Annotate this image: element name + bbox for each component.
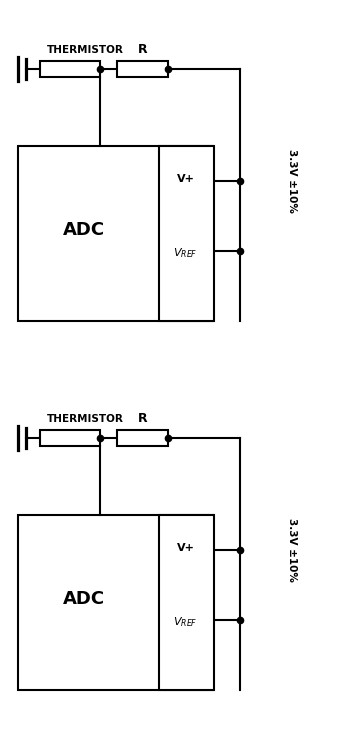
Text: THERMISTOR: THERMISTOR xyxy=(47,414,124,424)
Bar xyxy=(40,61,100,77)
Bar xyxy=(159,515,214,690)
Text: V+: V+ xyxy=(176,543,195,553)
Text: R: R xyxy=(138,412,148,425)
Bar xyxy=(117,61,168,77)
Text: ADC: ADC xyxy=(63,590,105,608)
Text: V+: V+ xyxy=(176,174,195,184)
Text: $V_{REF}$: $V_{REF}$ xyxy=(173,615,197,629)
Text: ADC: ADC xyxy=(63,221,105,239)
Bar xyxy=(117,430,168,446)
Bar xyxy=(40,430,100,446)
Bar xyxy=(18,515,213,690)
Text: THERMISTOR: THERMISTOR xyxy=(47,45,124,55)
Text: $V_{REF}$: $V_{REF}$ xyxy=(173,246,197,260)
Bar xyxy=(159,146,214,321)
Bar xyxy=(18,146,213,321)
Text: R: R xyxy=(138,43,148,56)
Text: 3.3V ±10%: 3.3V ±10% xyxy=(287,518,297,582)
Text: 3.3V ±10%: 3.3V ±10% xyxy=(287,149,297,213)
